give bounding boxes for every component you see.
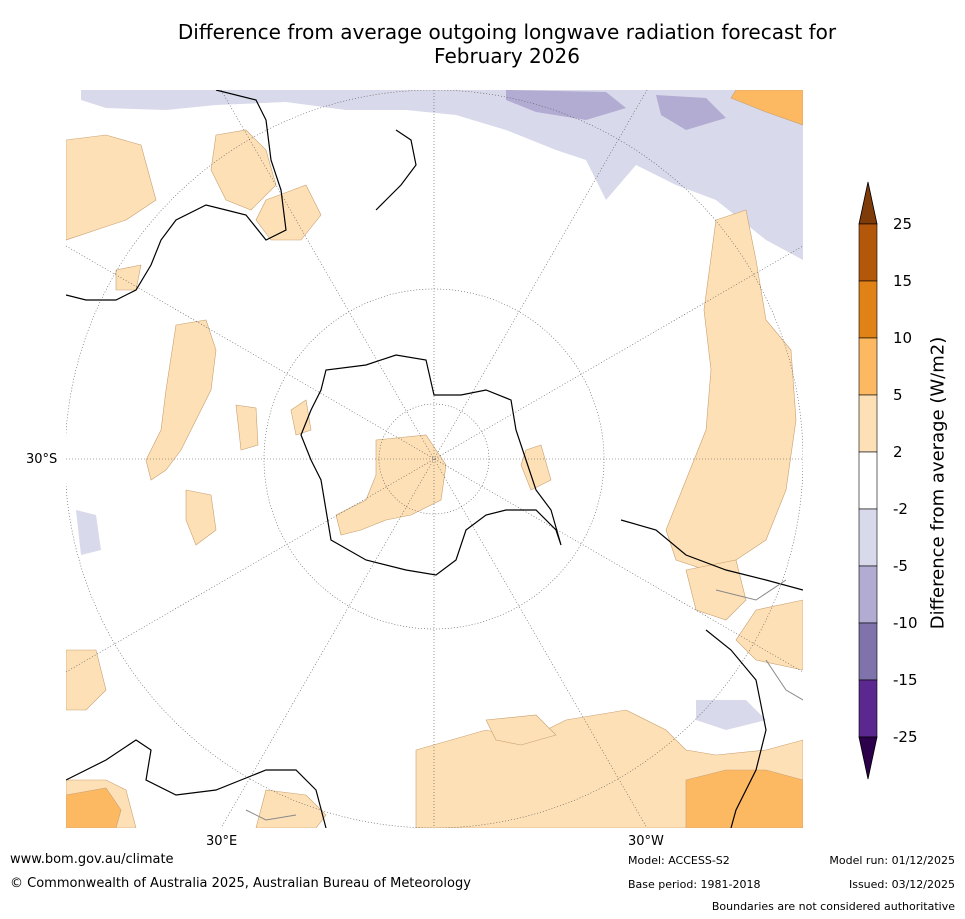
footer-issued: Issued: 03/12/2025 — [848, 878, 955, 891]
colorbar-tick-label: -15 — [893, 671, 918, 689]
footer-base-period: Base period: 1981-2018 — [628, 878, 761, 891]
footer-model: Model: ACCESS-S2 — [628, 854, 730, 867]
colorbar-tick-label: 15 — [893, 272, 913, 290]
region-tropical-south-pacific — [81, 90, 803, 260]
colorbar-tick-label: 2 — [893, 443, 903, 461]
colorbar-tick-label: 10 — [893, 329, 913, 347]
colorbar-band — [858, 451, 878, 510]
africa-coastline — [66, 739, 327, 828]
colorbar-band — [858, 508, 878, 567]
region-southeast-atlantic — [76, 510, 766, 730]
region-africa-orange — [66, 787, 122, 828]
region-weddell — [520, 444, 552, 491]
colorbar-over-arrow — [858, 181, 878, 225]
lon-label-30e: 30°E — [206, 834, 238, 849]
antarctica-coastline — [300, 354, 562, 576]
region-australia-south — [210, 129, 277, 211]
region-southern-africa — [66, 649, 137, 828]
country-borders — [245, 579, 803, 821]
lon-label-30w: 30°W — [628, 834, 664, 849]
colorbar-band — [858, 565, 878, 624]
anomaly-fields — [66, 90, 803, 828]
colorbar-tick-label: -25 — [893, 728, 918, 746]
colorbar-tick-label: -10 — [893, 614, 918, 632]
colorbar-band — [858, 223, 878, 282]
colorbar-band — [858, 679, 878, 738]
region-mid-atlantic — [485, 714, 557, 746]
lat-label-30s: 30°S — [26, 452, 58, 467]
footer-model-run: Model run: 01/12/2025 — [829, 854, 955, 867]
coastlines — [66, 90, 803, 828]
region-tasman — [255, 184, 322, 241]
colorbar-tick-label: 25 — [893, 215, 913, 233]
colorbar-tick-label: -5 — [893, 557, 908, 575]
colorbar-band — [858, 622, 878, 681]
colorbar-under-arrow — [858, 736, 878, 780]
colorbar-band — [858, 280, 878, 339]
region-madagascar-east — [235, 404, 259, 451]
region-south-atlantic-coast — [685, 769, 803, 828]
footer-disclaimer: Boundaries are not considered authoritat… — [711, 900, 955, 913]
graticule — [66, 90, 803, 828]
region-northeast-corner — [730, 90, 803, 126]
colorbar-band — [858, 394, 878, 453]
colorbar-label: Difference from average (W/m2) — [927, 336, 949, 630]
title-line-1: Difference from average outgoing longwav… — [177, 20, 837, 44]
colorbar — [858, 181, 878, 780]
region-indian-ocean-patch — [185, 489, 217, 546]
footer-copyright: © Commonwealth of Australia 2025, Austra… — [10, 876, 471, 891]
new-zealand-coastline — [375, 129, 417, 211]
region-antarctica-interior — [335, 434, 447, 536]
title-line-2: February 2026 — [434, 44, 580, 68]
colorbar-tick-label: -2 — [893, 500, 908, 518]
polar-map — [66, 90, 803, 828]
south-america-coastline — [620, 519, 803, 828]
footer-url[interactable]: www.bom.gov.au/climate — [10, 852, 174, 867]
colorbar-tick-label: 5 — [893, 386, 903, 404]
region-southern-indian-ocean — [145, 319, 217, 481]
colorbar-band — [858, 337, 878, 396]
map-title: Difference from average outgoing longwav… — [0, 20, 965, 68]
region-equatorial-pacific — [506, 90, 726, 130]
australia-coastline — [66, 90, 287, 301]
region-australia-north — [66, 134, 157, 241]
region-antarctic-coast — [290, 399, 312, 436]
